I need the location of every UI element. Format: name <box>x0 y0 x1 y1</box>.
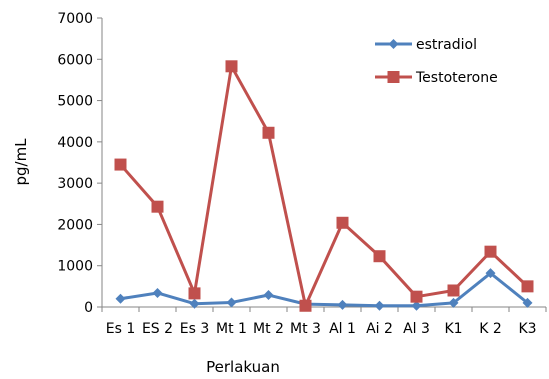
data-point <box>263 290 274 301</box>
data-point <box>521 280 534 293</box>
x-tick-label: Es 1 <box>106 321 136 337</box>
x-tick-label: Mt 1 <box>216 321 247 337</box>
y-axis-title: pg/mL <box>12 138 30 186</box>
x-tick-label: Al 1 <box>329 321 356 337</box>
series-testoterone <box>114 60 534 312</box>
data-point <box>262 126 275 139</box>
y-tick-label: 7000 <box>57 11 93 27</box>
data-point <box>189 298 200 309</box>
data-point <box>152 287 163 298</box>
x-tick-label: K3 <box>518 321 536 337</box>
x-tick-label: ES 2 <box>142 321 173 337</box>
legend: estradiol Testoterone <box>375 37 498 86</box>
x-axis-title: Perlakuan <box>206 358 280 376</box>
x-tick-label: Ai 2 <box>366 321 393 337</box>
data-point <box>522 297 533 308</box>
x-tick-label: Es 3 <box>180 321 210 337</box>
data-point <box>448 297 459 308</box>
data-point <box>410 290 423 303</box>
y-tick-label: 5000 <box>57 94 93 110</box>
data-point <box>115 293 126 304</box>
data-point <box>411 300 422 311</box>
data-point <box>225 60 238 73</box>
series-line <box>120 271 529 308</box>
legend-item: estradiol <box>375 37 477 53</box>
data-point <box>114 158 127 171</box>
x-tick-label: K1 <box>444 321 462 337</box>
legend-label: estradiol <box>416 37 477 53</box>
data-point <box>226 297 237 308</box>
y-tick-label: 1000 <box>57 259 93 275</box>
series-line <box>119 64 529 308</box>
data-point <box>447 284 460 297</box>
data-point <box>337 299 348 310</box>
x-tick-label: K 2 <box>479 321 502 337</box>
y-tick-label: 2000 <box>57 217 93 233</box>
data-point <box>188 287 201 300</box>
data-point <box>336 216 349 229</box>
legend-label: Testoterone <box>415 70 498 86</box>
y-axis-ticks: 0 1000 2000 3000 4000 5000 6000 7000 <box>57 11 102 316</box>
x-tick-label: Mt 3 <box>290 321 321 337</box>
series-group <box>114 60 534 312</box>
x-tick-label: Mt 2 <box>253 321 284 337</box>
y-tick-label: 4000 <box>57 135 93 151</box>
data-point <box>388 39 399 49</box>
data-point <box>373 250 386 263</box>
data-point <box>374 300 385 311</box>
series-estradiol <box>115 268 533 311</box>
x-axis-ticks: Es 1 ES 2 Es 3 Mt 1 Mt 2 Mt 3 Al 1 Ai 2 Al 3 K1 K … <box>101 307 547 337</box>
legend-item: Testoterone <box>375 70 498 86</box>
x-tick-label: Al 3 <box>403 321 430 337</box>
y-tick-label: 3000 <box>57 176 93 192</box>
data-point <box>151 200 164 213</box>
data-point <box>484 245 497 258</box>
y-tick-label: 6000 <box>57 52 93 68</box>
y-tick-label: 0 <box>84 300 93 316</box>
data-point <box>299 299 312 312</box>
data-point <box>485 268 496 279</box>
data-point <box>387 71 400 83</box>
